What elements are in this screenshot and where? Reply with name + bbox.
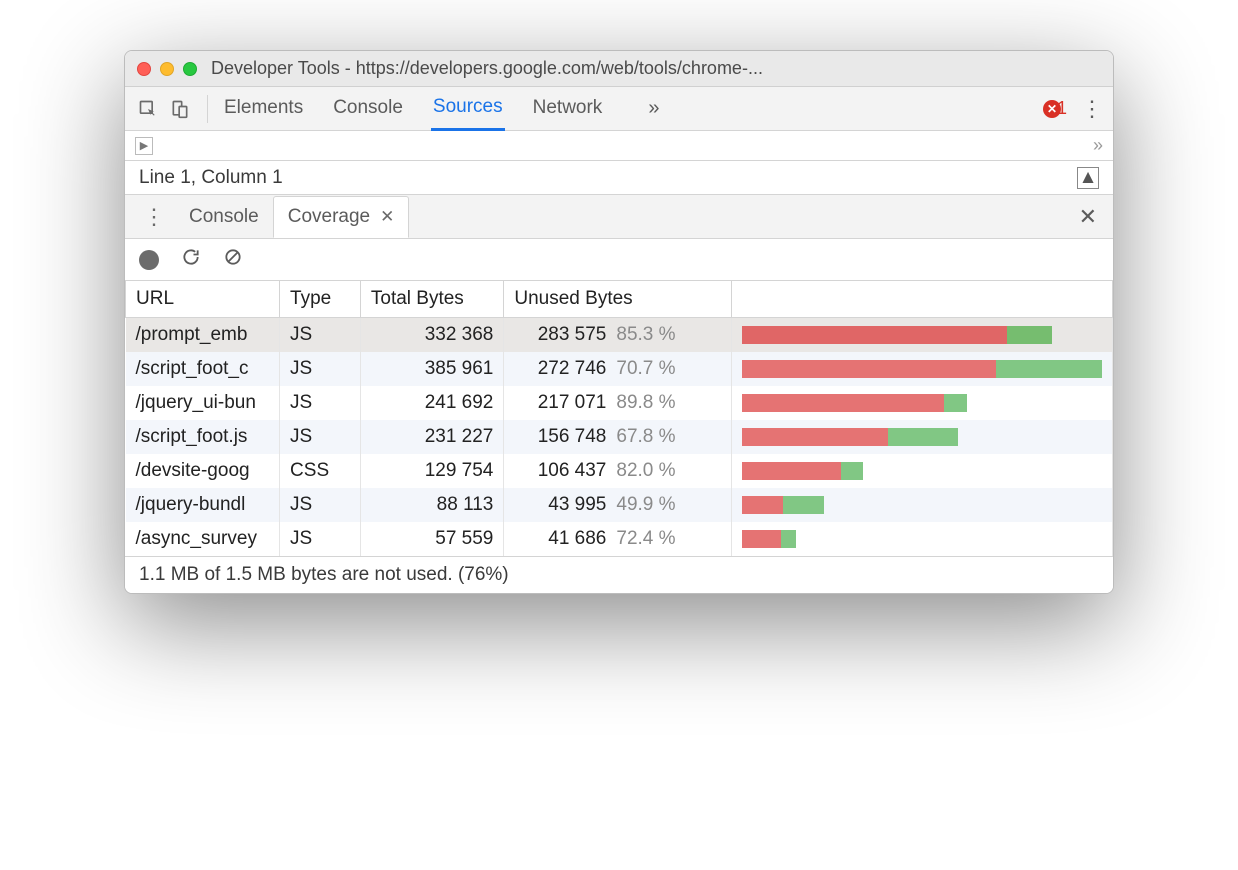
table-row[interactable]: /script_foot_cJS385 961272 74670.7 % [126,352,1113,386]
table-row[interactable]: /jquery_ui-bunJS241 692217 07189.8 % [126,386,1113,420]
coverage-toolbar [125,239,1113,281]
sources-overflow-icon[interactable]: » [1093,135,1103,156]
cell-type: CSS [280,454,361,488]
traffic-lights [137,62,197,76]
sources-sub-toolbar: ▶ » [125,131,1113,161]
cell-url: /jquery-bundl [126,488,280,522]
reload-icon[interactable] [181,247,201,272]
cell-unused: 106 43782.0 % [504,454,732,488]
cell-unused: 43 99549.9 % [504,488,732,522]
record-icon[interactable] [139,250,159,270]
col-header-url[interactable]: URL [126,281,280,318]
drawer-menu-icon[interactable]: ⋮ [133,204,175,230]
tab-sources[interactable]: Sources [431,87,505,131]
tab-console[interactable]: Console [331,88,405,129]
panel-tabs: Elements Console Sources Network » [222,87,659,130]
cell-usage-bar [732,522,1113,556]
cell-unused: 217 07189.8 % [504,386,732,420]
cell-url: /prompt_emb [126,318,280,353]
collapse-drawer-icon[interactable]: ▲ [1077,167,1099,189]
table-row[interactable]: /async_surveyJS57 55941 68672.4 % [126,522,1113,556]
cursor-position: Line 1, Column 1 [139,167,283,189]
table-row[interactable]: /script_foot.jsJS231 227156 74867.8 % [126,420,1113,454]
titlebar: Developer Tools - https://developers.goo… [125,51,1113,87]
device-toggle-icon[interactable] [167,96,193,122]
cell-usage-bar [732,454,1113,488]
cell-type: JS [280,488,361,522]
editor-status-bar: Line 1, Column 1 ▲ [125,161,1113,195]
col-header-unused[interactable]: Unused Bytes [504,281,732,318]
drawer-tab-coverage[interactable]: Coverage ✕ [273,196,410,238]
cell-total: 231 227 [360,420,504,454]
error-count: 1 [1057,98,1067,119]
divider [207,95,208,123]
cell-url: /devsite-goog [126,454,280,488]
col-header-total[interactable]: Total Bytes [360,281,504,318]
debugger-play-icon[interactable]: ▶ [135,137,153,155]
coverage-table: URL Type Total Bytes Unused Bytes /promp… [125,281,1113,556]
cell-total: 385 961 [360,352,504,386]
cell-type: JS [280,522,361,556]
devtools-window: Developer Tools - https://developers.goo… [124,50,1114,594]
close-tab-icon[interactable]: ✕ [380,207,394,227]
table-row[interactable]: /jquery-bundlJS88 11343 99549.9 % [126,488,1113,522]
drawer-tab-console[interactable]: Console [175,197,273,237]
settings-kebab-icon[interactable]: ⋮ [1081,96,1103,122]
window-title: Developer Tools - https://developers.goo… [211,58,1101,79]
cell-unused: 41 68672.4 % [504,522,732,556]
drawer-tab-label: Coverage [288,206,370,228]
cell-usage-bar [732,352,1113,386]
cell-type: JS [280,386,361,420]
tabs-overflow-icon[interactable]: » [648,97,659,120]
table-row[interactable]: /prompt_embJS332 368283 57585.3 % [126,318,1113,353]
cell-total: 88 113 [360,488,504,522]
cell-usage-bar [732,488,1113,522]
coverage-summary: 1.1 MB of 1.5 MB bytes are not used. (76… [125,556,1113,593]
cell-url: /async_survey [126,522,280,556]
cell-total: 241 692 [360,386,504,420]
cell-url: /script_foot.js [126,420,280,454]
tab-network[interactable]: Network [531,88,605,129]
cell-usage-bar [732,318,1113,353]
cell-unused: 156 74867.8 % [504,420,732,454]
cell-usage-bar [732,386,1113,420]
cell-type: JS [280,420,361,454]
zoom-icon[interactable] [183,62,197,76]
error-indicator[interactable]: ✕ 1 [1043,98,1067,119]
drawer-tabs: ⋮ Console Coverage ✕ ✕ [125,195,1113,239]
cell-total: 332 368 [360,318,504,353]
clear-icon[interactable] [223,247,243,272]
cell-unused: 272 74670.7 % [504,352,732,386]
cell-url: /script_foot_c [126,352,280,386]
table-row[interactable]: /devsite-googCSS129 754106 43782.0 % [126,454,1113,488]
tab-elements[interactable]: Elements [222,88,305,129]
cell-url: /jquery_ui-bun [126,386,280,420]
minimize-icon[interactable] [160,62,174,76]
col-header-bar [732,281,1113,318]
main-toolbar: Elements Console Sources Network » ✕ 1 ⋮ [125,87,1113,131]
cell-type: JS [280,318,361,353]
cell-usage-bar [732,420,1113,454]
cell-total: 129 754 [360,454,504,488]
table-header-row: URL Type Total Bytes Unused Bytes [126,281,1113,318]
cell-type: JS [280,352,361,386]
cell-total: 57 559 [360,522,504,556]
close-drawer-icon[interactable]: ✕ [1079,204,1105,230]
inspect-element-icon[interactable] [135,96,161,122]
close-icon[interactable] [137,62,151,76]
col-header-type[interactable]: Type [280,281,361,318]
cell-unused: 283 57585.3 % [504,318,732,353]
